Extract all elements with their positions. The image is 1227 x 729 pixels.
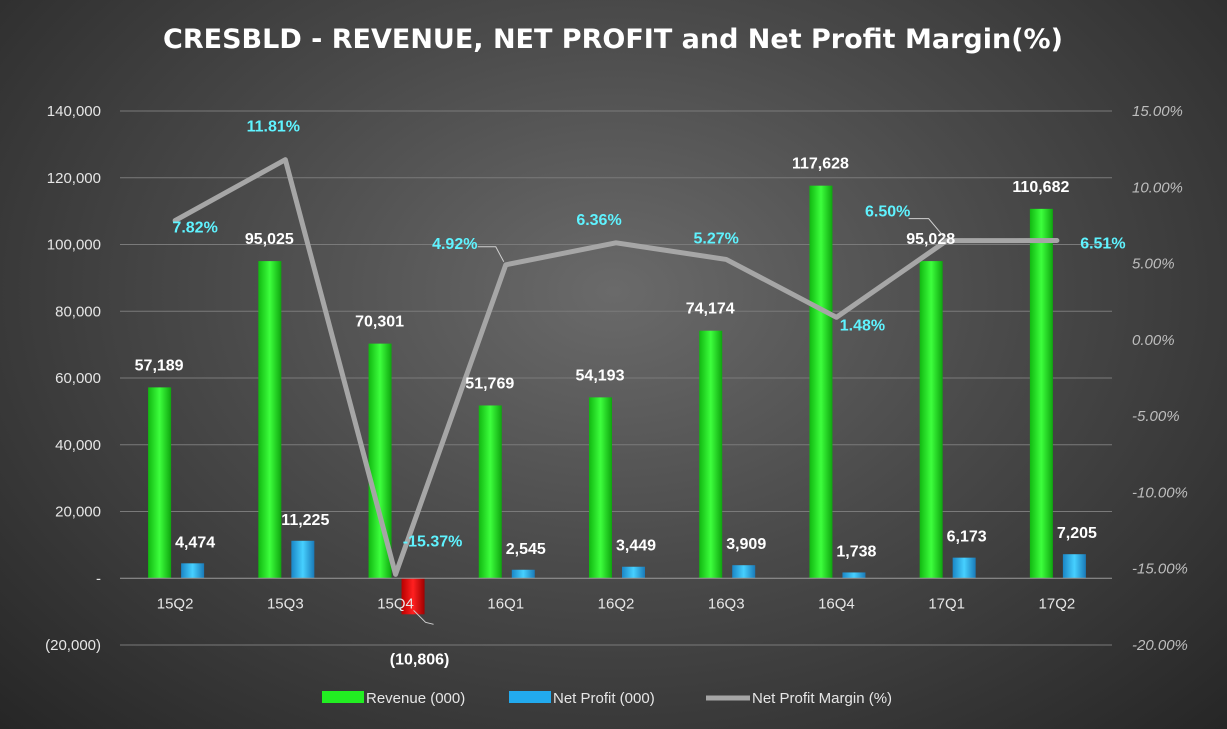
left-tick-label: (20,000): [45, 637, 101, 654]
net-profit-bar: [732, 565, 756, 579]
right-tick-label: -20.00%: [1132, 637, 1188, 654]
revenue-data-label: 57,189: [135, 357, 184, 374]
x-tick-label: 15Q2: [157, 595, 194, 612]
net-profit-bar: [291, 540, 315, 579]
revenue-bar: [919, 261, 943, 579]
revenue-bar: [368, 343, 392, 579]
left-tick-label: 100,000: [47, 237, 101, 254]
bar-series: [148, 185, 1086, 615]
revenue-data-label: 51,769: [465, 375, 514, 392]
net-profit-data-label: 1,738: [836, 543, 876, 560]
revenue-data-label: 70,301: [355, 314, 404, 331]
x-tick-label: 17Q2: [1039, 595, 1076, 612]
legend: Revenue (000) Net Profit (000) Net Profi…: [322, 690, 892, 707]
net-profit-bar: [1062, 554, 1086, 579]
revenue-bar: [699, 330, 723, 579]
leader-line: [908, 218, 946, 239]
revenue-data-label: 117,628: [792, 156, 849, 173]
net-profit-data-label: 4,474: [175, 534, 215, 551]
margin-data-label: 1.48%: [840, 317, 885, 334]
legend-label-margin: Net Profit Margin (%): [752, 690, 892, 707]
legend-swatch-net-profit: [509, 691, 551, 703]
legend-swatch-revenue: [322, 691, 364, 703]
x-tick-label: 16Q2: [598, 595, 635, 612]
net-profit-bar: [622, 566, 645, 579]
net-profit-data-label: 11,225: [281, 512, 329, 529]
margin-data-label: 6.50%: [865, 204, 910, 221]
revenue-bar: [258, 261, 282, 579]
x-tick-label: 16Q3: [708, 595, 745, 612]
margin-data-label: 5.27%: [694, 230, 739, 247]
revenue-data-label: 95,025: [245, 231, 294, 248]
margin-data-label: 7.82%: [172, 220, 217, 237]
net-profit-data-label: 3,449: [616, 538, 656, 555]
margin-data-label: -15.37%: [403, 533, 463, 550]
net-profit-bar: [511, 569, 535, 579]
left-tick-label: 20,000: [55, 504, 101, 521]
net-profit-bar: [181, 563, 205, 579]
margin-data-label: 11.81%: [247, 119, 300, 136]
left-tick-label: 120,000: [47, 170, 101, 187]
legend-label-revenue: Revenue (000): [366, 690, 465, 707]
right-tick-label: -5.00%: [1132, 408, 1180, 425]
margin-data-label: 6.51%: [1080, 236, 1125, 253]
right-tick-label: 10.00%: [1132, 179, 1183, 196]
right-tick-label: 15.00%: [1132, 103, 1183, 120]
x-tick-label: 15Q3: [267, 595, 304, 612]
right-tick-label: -10.00%: [1132, 484, 1188, 501]
net-profit-bar: [842, 572, 866, 579]
revenue-data-label: 54,193: [576, 367, 625, 384]
net-profit-data-label: 3,909: [726, 536, 766, 553]
revenue-bar: [589, 397, 612, 579]
x-tick-label: 16Q4: [818, 595, 855, 612]
revenue-data-label: 110,682: [1012, 179, 1069, 196]
revenue-bar: [1029, 208, 1053, 579]
margin-line-series: [172, 157, 1060, 577]
left-tick-label: -: [96, 570, 101, 587]
left-tick-label: 140,000: [47, 103, 101, 120]
x-tick-label: 17Q1: [928, 595, 965, 612]
revenue-bar: [148, 387, 172, 579]
x-axis: 15Q2 15Q3 15Q4 16Q1 16Q2 16Q3 16Q4 17Q1 17Q2: [120, 577, 1112, 612]
margin-data-label: 6.36%: [576, 212, 621, 229]
net-profit-data-label: 7,205: [1057, 525, 1097, 542]
revenue-data-label: 74,174: [686, 301, 735, 318]
right-tick-label: 5.00%: [1132, 256, 1175, 273]
right-tick-label: -15.00%: [1132, 561, 1188, 578]
margin-line: [172, 157, 1060, 577]
leader-line: [477, 246, 505, 263]
net-profit-data-label: (10,806): [390, 651, 450, 668]
net-profit-data-label: 6,173: [947, 529, 987, 546]
net-profit-bar: [952, 557, 976, 579]
left-tick-label: 40,000: [55, 437, 101, 454]
margin-data-label: 4.92%: [432, 236, 477, 253]
net-profit-bar: [401, 578, 425, 615]
net-profit-data-label: 2,545: [506, 541, 546, 558]
right-tick-label: 0.00%: [1132, 332, 1175, 349]
revenue-bar: [809, 185, 833, 579]
revenue-bar: [478, 405, 502, 579]
left-axis: 140,000 120,000 100,000 80,000 60,000 40,000 2…: [45, 103, 101, 654]
left-tick-label: 80,000: [55, 303, 101, 320]
leader-line: [413, 609, 434, 625]
x-tick-label: 15Q4: [377, 595, 414, 612]
chart-title: CRESBLD - REVENUE, NET PROFIT and Net Pr…: [163, 24, 1063, 55]
right-axis: 15.00% 10.00% 5.00% 0.00% -5.00% -10.00% -15.0…: [1132, 103, 1188, 654]
data-labels: 57,189 4,474 95,025 11,225 70,301 (10,806) 51,…: [135, 119, 1126, 669]
left-tick-label: 60,000: [55, 370, 101, 387]
revenue-data-label: 95,028: [906, 231, 955, 248]
legend-label-net-profit: Net Profit (000): [553, 690, 655, 707]
x-tick-label: 16Q1: [487, 595, 524, 612]
